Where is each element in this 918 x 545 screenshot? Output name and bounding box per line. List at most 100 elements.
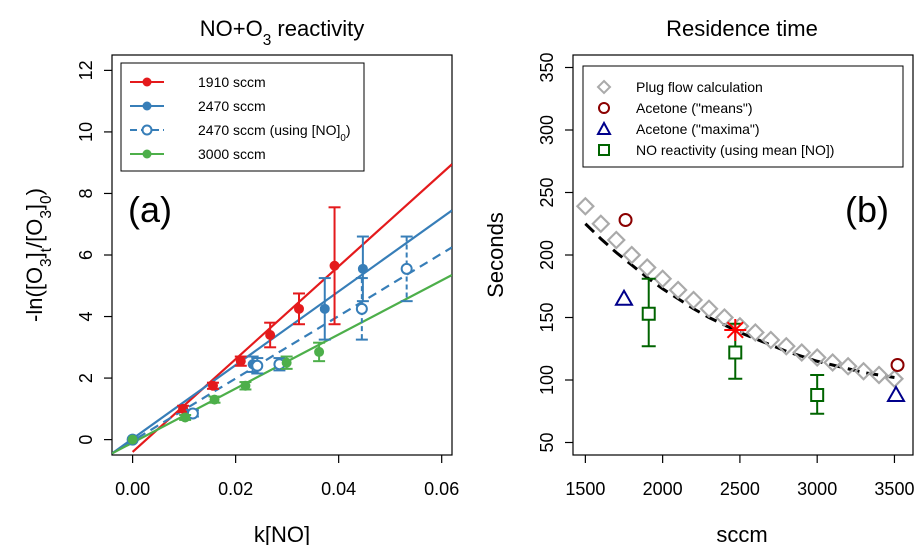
- panel-a-legend-swatch-marker: [142, 77, 152, 87]
- panel-a-point: [240, 380, 251, 391]
- panel-a-legend-label-text: 2470 sccm (using [NO]: [198, 122, 340, 138]
- panel-b-residence-time: Residence time 50 100 150 200 250 300 350 1500…: [483, 16, 914, 545]
- panel-b-acetone-means-point: [890, 358, 905, 372]
- panel-a-data-points: [126, 206, 413, 446]
- panel-b-plug-flow-point: [761, 330, 781, 350]
- panel-a-legend-swatch-marker: [142, 101, 152, 111]
- panel-a-y-axis-label-subscript: t: [38, 247, 55, 252]
- panel-a-point: [251, 359, 264, 372]
- panel-b-plug-flow-point: [606, 230, 626, 250]
- panel-b-legend-swatch: [598, 102, 610, 114]
- panel-b-y-tick-label: 100: [537, 365, 557, 395]
- panel-a-x-tick-label: 0.06: [424, 479, 459, 499]
- panel-b-acetone-maxima-point: [886, 384, 906, 402]
- panel-a-y-tick-label: 4: [76, 312, 96, 322]
- panel-b-y-tick-label: 200: [537, 240, 557, 270]
- panel-a-fit-line: [112, 246, 452, 455]
- panel-b-plug-flow-point: [699, 299, 719, 319]
- panel-b-plug-flow-point: [869, 365, 889, 385]
- panel-a-point: [294, 303, 304, 314]
- panel-b-y-axis-label: Seconds: [483, 212, 508, 298]
- panel-a-point: [314, 346, 325, 357]
- panel-a-point: [209, 394, 220, 405]
- panel-b-plug-flow-point: [637, 257, 657, 278]
- panel-a-legend-swatch-marker: [142, 149, 152, 159]
- panel-a-point: [235, 356, 246, 367]
- panel-a-y-axis-label-text: /[O: [22, 219, 47, 248]
- panel-a-y-axis-label-text: -ln([O: [22, 267, 47, 322]
- panel-b-plug-flow-point: [776, 336, 796, 356]
- panel-a-title-text: reactivity: [271, 16, 364, 41]
- panel-b-y-tick-label: 350: [537, 52, 557, 82]
- panel-a-legend-label-text: 2470 sccm: [198, 98, 266, 114]
- panel-b-x-tick-label: 3500: [874, 479, 914, 499]
- panel-b-plug-flow-point: [683, 290, 704, 310]
- panel-b-legend: Plug flow calculation Acetone ("means") Ac…: [582, 65, 904, 168]
- panel-b-legend-label: Acetone ("means"): [636, 100, 753, 116]
- panel-a-y-axis-label-subscript: 0: [38, 195, 55, 204]
- panel-b-legend-swatch: [598, 144, 610, 156]
- panel-a-fit-line: [131, 163, 452, 453]
- panel-b-star-marker: [724, 319, 747, 341]
- panel-b-y-axis: 50 100 150 200 250 300 350: [537, 52, 573, 453]
- panel-a-x-axis: 0.00 0.02 0.04 0.06: [115, 455, 459, 499]
- panel-b-plug-flow-point: [668, 280, 688, 300]
- panel-b-dashed-fit-curve: [584, 222, 895, 379]
- panel-a-x-axis-label: k[NO]: [254, 522, 310, 545]
- panel-b-plug-flow-point: [807, 347, 827, 368]
- panel-a-y-tick-label: 8: [76, 188, 96, 198]
- panel-a-title-text: NO+O: [200, 16, 263, 41]
- panel-a-y-axis-label-subscript: 3: [38, 210, 55, 219]
- panel-a-legend-label: 3000 sccm: [198, 146, 266, 162]
- panel-b-y-tick-label: 250: [537, 177, 557, 207]
- panel-b-plug-flow-point: [838, 356, 858, 376]
- panel-a-point: [180, 412, 191, 423]
- panel-a-y-tick-label: 0: [76, 435, 96, 445]
- panel-a-legend-label-text: 1910 sccm: [198, 74, 266, 90]
- panel-b-x-tick-label: 1500: [565, 479, 605, 499]
- panel-a-point: [319, 303, 330, 314]
- panel-b-plug-flow-point: [653, 269, 673, 289]
- panel-a-y-axis-label-text: ]: [22, 204, 47, 210]
- panel-a-legend: 1910 sccm 2470 sccm 2470 sccm (using [NO]0…: [120, 62, 365, 172]
- panel-b-dashed-fit: [584, 222, 895, 379]
- panel-a-legend-label: 2470 sccm: [198, 98, 266, 114]
- panel-b-legend-swatch: [596, 79, 612, 95]
- panel-b-acetone-means-point: [618, 213, 633, 227]
- panel-a-point: [265, 330, 276, 340]
- panel-a-point: [281, 357, 292, 368]
- panel-a-point: [178, 403, 189, 414]
- panel-a-legend-label-text: 3000 sccm: [198, 146, 266, 162]
- panel-b-plug-flow-point: [823, 352, 843, 373]
- panel-a-y-axis-label-text: ]: [22, 252, 47, 258]
- panel-a-legend-label: 1910 sccm: [198, 74, 266, 90]
- panel-b-x-tick-label: 2000: [643, 479, 683, 499]
- panel-a-fit-line: [112, 209, 452, 455]
- panel-a-y-tick-label: 2: [76, 373, 96, 383]
- panel-b-no-reactivity-point: [728, 345, 743, 360]
- panel-a-y-axis-label: -ln([O3]t/[O3]0): [22, 188, 55, 322]
- panel-b-legend-label: Acetone ("maxima"): [636, 121, 760, 137]
- panel-a-y-tick-label: 12: [76, 60, 96, 80]
- panel-b-plug-flow-point: [591, 214, 611, 234]
- panel-b-y-tick-label: 300: [537, 115, 557, 145]
- panel-a-point: [329, 260, 340, 271]
- panel-a-legend-label-text: ): [346, 122, 351, 138]
- panel-b-data-points: [575, 196, 906, 415]
- panel-b-legend-label: Plug flow calculation: [636, 79, 763, 95]
- panel-b-legend-box: [582, 65, 904, 168]
- panel-a-point: [357, 263, 368, 274]
- panel-b-no-reactivity-point: [810, 388, 825, 402]
- panel-b-no-reactivity-point: [641, 306, 656, 321]
- panel-b-y-tick-label: 150: [537, 302, 557, 332]
- panel-b-x-axis-label: sccm: [716, 522, 767, 545]
- panel-b-x-axis: 1500 2000 2500 3000 3500: [565, 455, 914, 499]
- panel-a-legend-label-subscript: 0: [340, 133, 346, 144]
- panel-b-plug-flow-point: [792, 342, 812, 363]
- panel-b-plug-flow-point: [622, 245, 642, 265]
- panel-a-legend-swatch-marker: [141, 124, 153, 136]
- panel-b-star-ray: [726, 321, 744, 339]
- panel-b-title: Residence time: [666, 16, 818, 41]
